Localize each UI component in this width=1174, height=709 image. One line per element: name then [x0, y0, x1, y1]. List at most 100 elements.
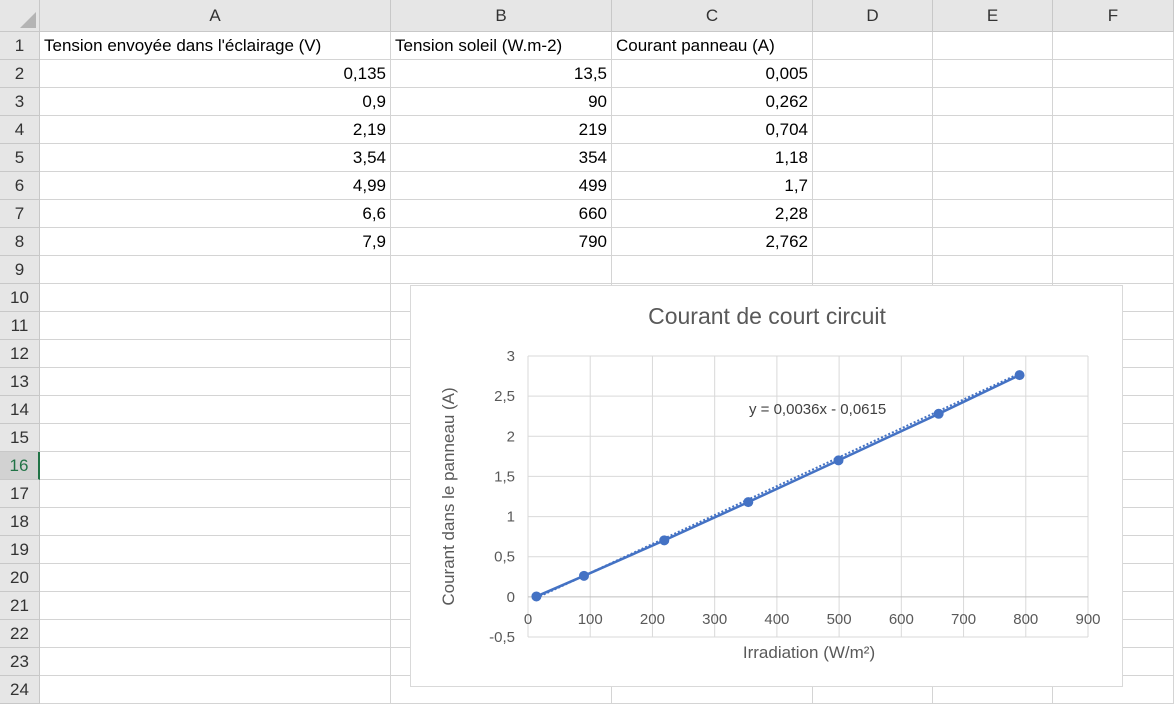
- cell-b6[interactable]: 499: [391, 172, 612, 200]
- cell-d9[interactable]: [813, 256, 933, 284]
- cell-a15[interactable]: [40, 424, 391, 452]
- row-header-14[interactable]: 14: [0, 396, 40, 424]
- row-header-1[interactable]: 1: [0, 32, 40, 60]
- cell-f8[interactable]: [1053, 228, 1174, 256]
- cell-a7[interactable]: 6,6: [40, 200, 391, 228]
- cell-a17[interactable]: [40, 480, 391, 508]
- cell-f3[interactable]: [1053, 88, 1174, 116]
- row-header-15[interactable]: 15: [0, 424, 40, 452]
- cell-a9[interactable]: [40, 256, 391, 284]
- cell-b9[interactable]: [391, 256, 612, 284]
- cell-b2[interactable]: 13,5: [391, 60, 612, 88]
- cell-e3[interactable]: [933, 88, 1053, 116]
- row-header-2[interactable]: 2: [0, 60, 40, 88]
- cell-d7[interactable]: [813, 200, 933, 228]
- row-header-9[interactable]: 9: [0, 256, 40, 284]
- cell-b3[interactable]: 90: [391, 88, 612, 116]
- cell-f9[interactable]: [1053, 256, 1174, 284]
- column-header-a[interactable]: A: [40, 0, 391, 32]
- row-header-10[interactable]: 10: [0, 284, 40, 312]
- cell-a16[interactable]: [40, 452, 391, 480]
- row-header-17[interactable]: 17: [0, 480, 40, 508]
- cell-e24[interactable]: [933, 676, 1053, 704]
- cell-a6[interactable]: 4,99: [40, 172, 391, 200]
- cell-a13[interactable]: [40, 368, 391, 396]
- cell-e9[interactable]: [933, 256, 1053, 284]
- cell-c7[interactable]: 2,28: [612, 200, 813, 228]
- cell-e2[interactable]: [933, 60, 1053, 88]
- cell-f4[interactable]: [1053, 116, 1174, 144]
- cell-d6[interactable]: [813, 172, 933, 200]
- cell-a18[interactable]: [40, 508, 391, 536]
- cell-b1[interactable]: Tension soleil (W.m-2): [391, 32, 612, 60]
- row-header-7[interactable]: 7: [0, 200, 40, 228]
- column-header-d[interactable]: D: [813, 0, 933, 32]
- cell-c4[interactable]: 0,704: [612, 116, 813, 144]
- row-header-11[interactable]: 11: [0, 312, 40, 340]
- cell-a4[interactable]: 2,19: [40, 116, 391, 144]
- cell-a21[interactable]: [40, 592, 391, 620]
- column-header-e[interactable]: E: [933, 0, 1053, 32]
- cell-a20[interactable]: [40, 564, 391, 592]
- row-header-8[interactable]: 8: [0, 228, 40, 256]
- cell-a8[interactable]: 7,9: [40, 228, 391, 256]
- row-header-4[interactable]: 4: [0, 116, 40, 144]
- row-header-22[interactable]: 22: [0, 620, 40, 648]
- select-all-button[interactable]: [0, 0, 40, 32]
- cell-f6[interactable]: [1053, 172, 1174, 200]
- column-header-b[interactable]: B: [391, 0, 612, 32]
- cell-a10[interactable]: [40, 284, 391, 312]
- cell-c9[interactable]: [612, 256, 813, 284]
- row-header-23[interactable]: 23: [0, 648, 40, 676]
- row-header-20[interactable]: 20: [0, 564, 40, 592]
- row-header-13[interactable]: 13: [0, 368, 40, 396]
- cell-b24[interactable]: [391, 676, 612, 704]
- cell-f2[interactable]: [1053, 60, 1174, 88]
- cell-e7[interactable]: [933, 200, 1053, 228]
- row-header-24[interactable]: 24: [0, 676, 40, 704]
- row-header-21[interactable]: 21: [0, 592, 40, 620]
- cell-a24[interactable]: [40, 676, 391, 704]
- cell-a22[interactable]: [40, 620, 391, 648]
- cell-a11[interactable]: [40, 312, 391, 340]
- cell-a23[interactable]: [40, 648, 391, 676]
- cell-a19[interactable]: [40, 536, 391, 564]
- cell-a3[interactable]: 0,9: [40, 88, 391, 116]
- row-header-19[interactable]: 19: [0, 536, 40, 564]
- cell-d24[interactable]: [813, 676, 933, 704]
- cell-f5[interactable]: [1053, 144, 1174, 172]
- row-header-12[interactable]: 12: [0, 340, 40, 368]
- cell-c8[interactable]: 2,762: [612, 228, 813, 256]
- cell-c3[interactable]: 0,262: [612, 88, 813, 116]
- cell-d3[interactable]: [813, 88, 933, 116]
- cell-e5[interactable]: [933, 144, 1053, 172]
- cell-f1[interactable]: [1053, 32, 1174, 60]
- cell-b7[interactable]: 660: [391, 200, 612, 228]
- cell-b4[interactable]: 219: [391, 116, 612, 144]
- cell-d5[interactable]: [813, 144, 933, 172]
- cell-e8[interactable]: [933, 228, 1053, 256]
- cell-e4[interactable]: [933, 116, 1053, 144]
- cell-d1[interactable]: [813, 32, 933, 60]
- cell-c6[interactable]: 1,7: [612, 172, 813, 200]
- cell-b8[interactable]: 790: [391, 228, 612, 256]
- cell-a2[interactable]: 0,135: [40, 60, 391, 88]
- cell-b5[interactable]: 354: [391, 144, 612, 172]
- column-header-c[interactable]: C: [612, 0, 813, 32]
- cell-a14[interactable]: [40, 396, 391, 424]
- cell-a12[interactable]: [40, 340, 391, 368]
- cell-d4[interactable]: [813, 116, 933, 144]
- chart-area[interactable]: 0 100 200 300 400 500 600 700 800 900 -0,5 0 0,5 1 1,5…: [410, 285, 1123, 687]
- cell-c5[interactable]: 1,18: [612, 144, 813, 172]
- row-header-5[interactable]: 5: [0, 144, 40, 172]
- cell-a1[interactable]: Tension envoyée dans l'éclairage (V): [40, 32, 391, 60]
- cell-c1[interactable]: Courant panneau (A): [612, 32, 813, 60]
- column-header-f[interactable]: F: [1053, 0, 1174, 32]
- cell-d2[interactable]: [813, 60, 933, 88]
- cell-e1[interactable]: [933, 32, 1053, 60]
- cell-a5[interactable]: 3,54: [40, 144, 391, 172]
- cell-d8[interactable]: [813, 228, 933, 256]
- cell-c2[interactable]: 0,005: [612, 60, 813, 88]
- row-header-6[interactable]: 6: [0, 172, 40, 200]
- row-header-3[interactable]: 3: [0, 88, 40, 116]
